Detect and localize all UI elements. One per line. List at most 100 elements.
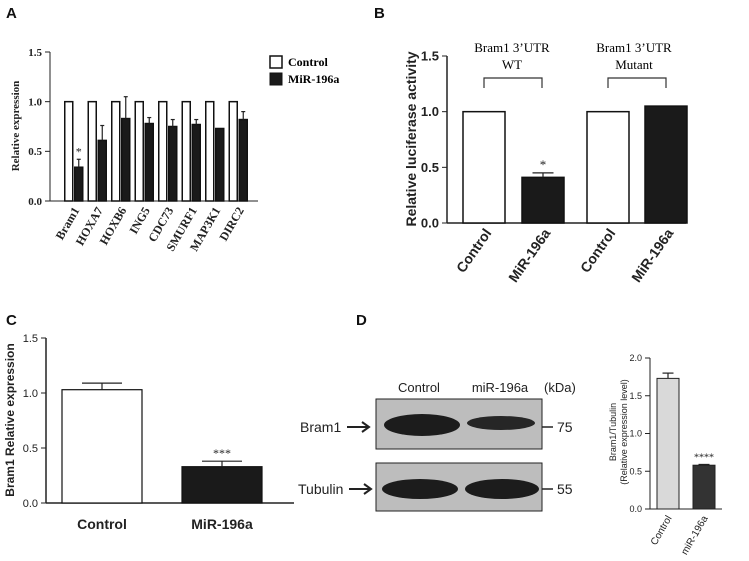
group-mutant-bracket	[607, 77, 667, 88]
band-tubulin-mir196a	[465, 479, 539, 499]
bar-mir196a	[644, 105, 688, 224]
bar-control	[61, 389, 143, 504]
bar-control	[181, 100, 191, 202]
significance-marker: ****	[694, 452, 714, 463]
bar-mir196a	[97, 139, 107, 202]
y-tick-label: 1.5	[28, 47, 42, 59]
bar-mir196a	[168, 125, 178, 202]
y-tick-label: 0.0	[23, 498, 38, 510]
category-label: MiR-196a	[505, 225, 553, 285]
panel-b-bars: *	[462, 105, 688, 224]
bar-control	[111, 100, 121, 202]
category-label: MiR-196a	[191, 516, 253, 532]
panel-letter-c: C	[6, 312, 17, 329]
bar-mir196a	[74, 166, 84, 202]
bar-control	[64, 100, 74, 202]
marker-55-label: 55	[557, 481, 573, 497]
y-tick-label: 0.5	[421, 160, 439, 175]
y-tick-label: 1.5	[421, 49, 439, 64]
panel-b-y-label: Relative luciferase activity	[403, 51, 419, 226]
y-tick-label: 2.0	[629, 353, 642, 363]
panel-a-y-ticks: 0.0 0.5 1.0 1.5	[28, 47, 50, 208]
panel-b-group-mutant: Bram1 3’UTR Mutant	[596, 40, 672, 88]
panel-d: D Control miR-196a (kDa) Bram1 75 Tubuli…	[298, 312, 722, 557]
bar-control	[586, 110, 630, 224]
y-tick-label: 0.0	[629, 504, 642, 514]
y-tick-label: 0.0	[28, 196, 42, 208]
y-tick-label: 1.0	[28, 97, 42, 109]
band-tubulin-control	[382, 479, 458, 499]
bar-control	[87, 100, 97, 202]
lane-label-mir196a: miR-196a	[472, 380, 529, 395]
significance-marker: *	[76, 144, 82, 158]
group-mutant-line1: Bram1 3’UTR	[596, 40, 672, 55]
y-tick-label: 1.5	[629, 391, 642, 401]
bar-control	[158, 100, 168, 202]
group-wt-bracket	[483, 77, 543, 88]
category-label: Control	[577, 226, 619, 276]
panel-b: B 0.0 0.5 1.0 1.5 Relative luciferase activ…	[374, 5, 688, 285]
significance-marker: ***	[213, 446, 231, 460]
bar-mir196a	[521, 176, 565, 224]
marker-75-label: 75	[557, 419, 573, 435]
y-tick-label: 1.5	[23, 333, 38, 345]
bar-mir196a	[692, 464, 716, 510]
category-label: Control	[453, 226, 495, 276]
bar-control	[134, 100, 144, 202]
legend-label-mir196a: MiR-196a	[288, 72, 339, 86]
panel-letter-a: A	[6, 5, 17, 22]
y-tick-label: 0.5	[28, 146, 42, 158]
panel-d-category-labels: Control miR-196a	[649, 514, 711, 557]
panel-c: C 0.0 0.5 1.0 1.5 Bram1 Relative expression…	[3, 312, 294, 532]
western-blot: Control miR-196a (kDa) Bram1 75 Tubulin …	[298, 380, 576, 512]
y-tick-label: 0.5	[23, 443, 38, 455]
panel-b-y-ticks: 0.0 0.5 1.0 1.5	[421, 49, 447, 231]
bar-mir196a	[238, 118, 248, 202]
group-wt-line1: Bram1 3’UTR	[474, 40, 550, 55]
y-tick-label: 1.0	[23, 388, 38, 400]
panel-d-y-label-line1: Bram1/Tubulin	[608, 403, 618, 461]
y-tick-label: 0.5	[629, 466, 642, 476]
panel-a-y-label: Relative expression	[10, 81, 22, 172]
panel-c-y-label: Bram1 Relative expression	[3, 343, 17, 496]
bar-mir196a	[181, 466, 263, 504]
panel-a-bars: *	[64, 96, 248, 202]
panel-a-category-labels: Bram1HOXA7HOXB6ING5CDC73SMURF1MAP3K1DIRC…	[53, 205, 247, 254]
panel-a: A 0.0 0.5 1.0 1.5 Relative expression * Bra…	[6, 5, 339, 254]
bar-mir196a	[121, 117, 131, 202]
bar-control	[462, 110, 506, 224]
legend-swatch-control	[269, 55, 283, 69]
panel-d-bars: ****	[656, 372, 716, 510]
panel-c-category-labels: Control MiR-196a	[77, 516, 253, 532]
kda-unit-label: (kDa)	[544, 380, 576, 395]
y-tick-label: 0.0	[421, 216, 439, 231]
lane-label-control: Control	[398, 380, 440, 395]
bar-mir196a	[144, 122, 154, 202]
y-tick-label: 1.0	[421, 104, 439, 119]
legend-label-control: Control	[288, 55, 328, 69]
panel-d-y-label-line2: (Relative expression level)	[619, 379, 629, 485]
bar-control	[228, 100, 238, 202]
bar-mir196a	[191, 123, 201, 202]
category-label: Control	[649, 514, 675, 547]
arrow-right-icon	[349, 483, 373, 495]
row-label-tubulin: Tubulin	[298, 481, 343, 497]
panel-b-category-labels: Control MiR-196a Control MiR-196a	[453, 225, 677, 285]
band-bram1-control	[384, 414, 460, 436]
panel-a-legend: Control MiR-196a	[269, 55, 339, 86]
row-label-bram1: Bram1	[300, 419, 341, 435]
panel-c-bars: ***	[61, 382, 263, 504]
bar-mir196a	[215, 127, 225, 202]
category-label: Control	[77, 516, 127, 532]
bar-control	[205, 100, 215, 202]
legend-swatch-mir196a	[269, 72, 283, 86]
panel-b-group-wt: Bram1 3’UTR WT	[474, 40, 550, 88]
y-tick-label: 1.0	[629, 429, 642, 439]
group-mutant-line2: Mutant	[615, 57, 653, 72]
arrow-right-icon	[347, 421, 371, 433]
panel-letter-d: D	[356, 312, 367, 329]
panel-d-y-ticks: 0.0 0.5 1.0 1.5 2.0	[629, 353, 650, 514]
panel-letter-b: B	[374, 5, 385, 22]
category-label: MiR-196a	[628, 225, 676, 285]
